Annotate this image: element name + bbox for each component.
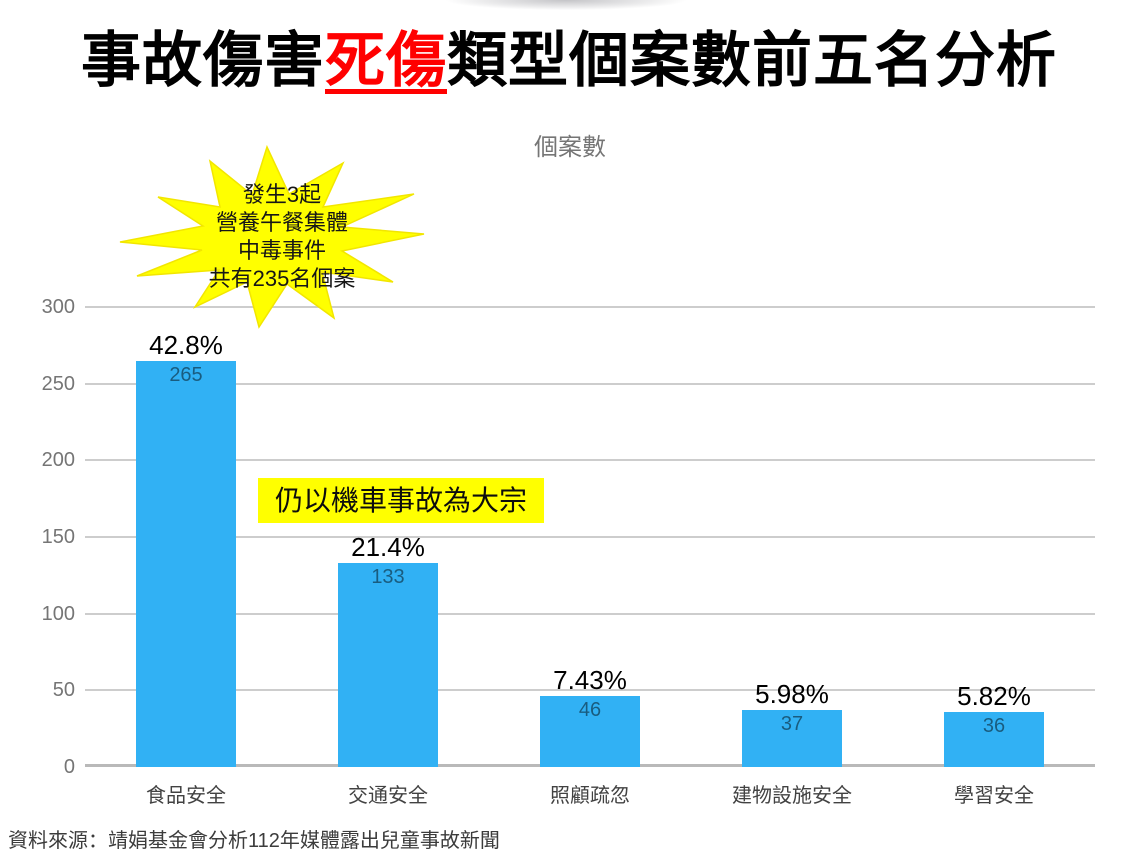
starburst-line-4: 共有235名個案 — [208, 266, 356, 291]
x-category-label-建物設施安全: 建物設施安全 — [732, 785, 852, 807]
x-category-label-照顧疏忽: 照顧疏忽 — [550, 785, 630, 807]
y-tick-label-300: 300 — [41, 296, 75, 318]
gridline-100 — [85, 612, 1095, 615]
gridline-300 — [85, 306, 1095, 308]
y-tick-label-0: 0 — [63, 756, 75, 778]
page-title: 事故傷害死傷類型個案數前五名分析 — [0, 26, 1138, 95]
starburst-annotation-text: 發生3起 營養午餐集體 中毒事件 共有235名個案 — [127, 181, 437, 293]
x-category-label-學習安全: 學習安全 — [954, 785, 1034, 807]
gridline-250 — [85, 382, 1095, 385]
bar-食品安全 — [136, 360, 236, 767]
starburst-shape — [119, 144, 425, 329]
bar-percent-label: 21.4% — [351, 532, 425, 563]
title-prefix: 事故傷害 — [81, 27, 325, 94]
title-suffix: 類型個案數前五名分析 — [447, 27, 1057, 94]
top-edge-shadow — [424, 0, 708, 12]
highlight-annotation: 仍以機車事故為大宗 — [258, 478, 544, 523]
bar-學習安全 — [944, 711, 1044, 767]
starburst-polygon — [119, 144, 425, 329]
starburst-line-3: 中毒事件 — [237, 238, 326, 263]
gridline-150 — [85, 536, 1095, 538]
starburst-line-1: 發生3起 — [242, 182, 322, 207]
x-category-label-交通安全: 交通安全 — [348, 785, 428, 807]
bar-percent-label: 7.43% — [553, 665, 627, 696]
bar-value-label: 36 — [982, 714, 1006, 737]
y-tick-label-50: 50 — [52, 679, 75, 702]
gridline-50 — [85, 689, 1095, 692]
bar-value-label: 46 — [578, 699, 602, 722]
bar-交通安全 — [338, 563, 438, 767]
source-note: 資料來源：靖娟基金會分析112年媒體露出兒童事故新聞 — [8, 830, 500, 852]
bar-value-label: 37 — [780, 713, 804, 736]
x-category-label-食品安全: 食品安全 — [146, 785, 226, 807]
title-highlight: 死傷 — [325, 27, 447, 94]
bar-percent-label: 42.8% — [149, 329, 223, 360]
bar-chart-plot-area: 0 50 100 150 200 250 300 42.8% 265 食品安全 21.4% 133 交通… — [42, 296, 1095, 807]
bar-percent-label: 5.98% — [755, 679, 829, 710]
y-tick-label-100: 100 — [41, 602, 75, 625]
starburst-line-2: 營養午餐集體 — [215, 210, 348, 235]
bar-照顧疏忽 — [540, 696, 640, 767]
bar-value-label: 265 — [169, 363, 203, 386]
bar-value-label: 133 — [371, 566, 405, 589]
y-tick-label-200: 200 — [41, 449, 75, 472]
y-tick-label-250: 250 — [41, 372, 75, 395]
bar-建物設施安全 — [742, 710, 842, 767]
bar-percent-label: 5.82% — [957, 680, 1031, 711]
gridline-200 — [85, 459, 1095, 462]
chart-title: 個案數 — [534, 134, 606, 161]
y-tick-label-150: 150 — [41, 526, 75, 548]
